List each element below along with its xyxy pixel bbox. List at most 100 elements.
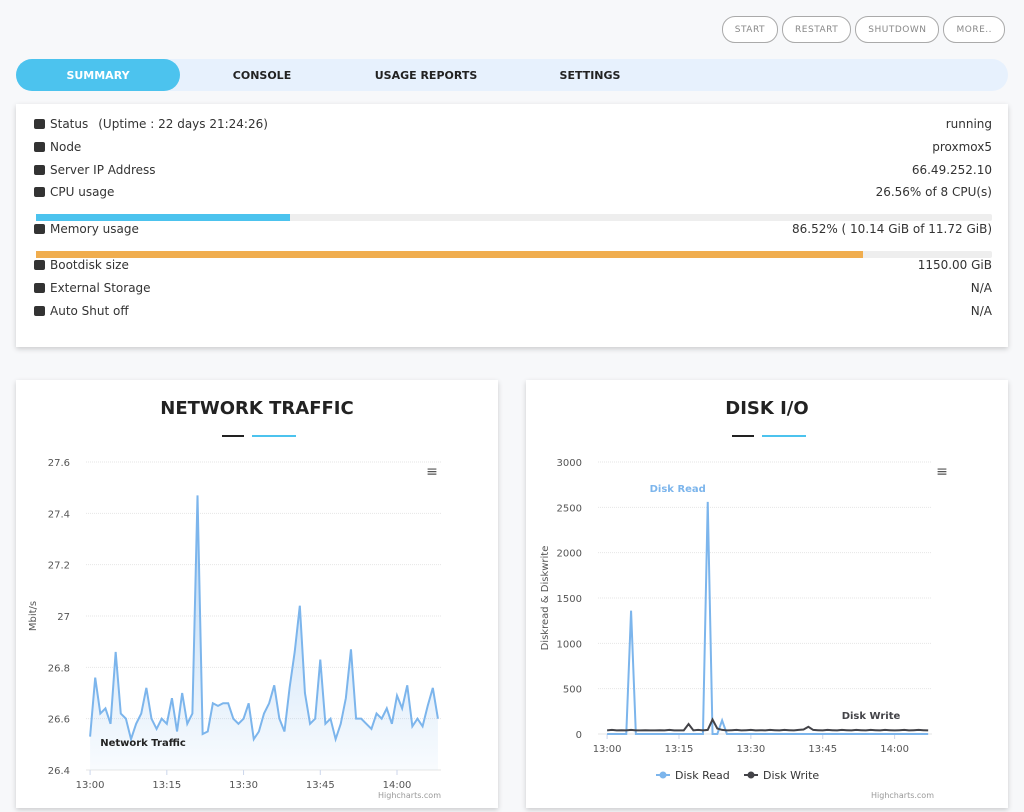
chart: DISK I/O ≡ 0 500 1000 1500 2000 2500 3000 13:00 13…: [540, 398, 948, 800]
info-row: Memory usage 86.52% ( 10.14 GiB of 11.72 …: [34, 222, 992, 236]
x-tick-label: 13:30: [736, 744, 765, 755]
tab[interactable]: SETTINGS: [559, 68, 621, 82]
y-tick-label: 27: [57, 612, 70, 623]
action-button[interactable]: START: [721, 16, 779, 43]
menu-icon: ≡: [426, 464, 438, 480]
y-axis-title: Diskread & Diskwrite: [540, 546, 551, 651]
progress-fill: [36, 251, 864, 258]
x-tick-label: 13:45: [306, 780, 335, 791]
info-row: Server IP Address 66.49.252.10: [34, 163, 992, 177]
info-label-group: Bootdisk size: [34, 258, 129, 272]
menu-icon: ≡: [936, 464, 948, 480]
info-label: Auto Shut off: [50, 304, 129, 318]
legend-symbol: [747, 771, 755, 779]
y-tick-label: 500: [563, 685, 582, 696]
y-tick-label: 3000: [557, 458, 582, 469]
info-label-group: Server IP Address: [34, 163, 156, 177]
y-axis-title: Mbit/s: [28, 601, 39, 631]
progress-fill: [36, 214, 290, 221]
legend-symbol: [659, 771, 667, 779]
progress-bar: [36, 251, 992, 258]
x-tick-label: 14:00: [880, 744, 909, 755]
legend-label[interactable]: Disk Read: [675, 769, 730, 782]
info-row: CPU usage 26.56% of 8 CPU(s): [34, 185, 992, 199]
series-line: [607, 717, 929, 732]
y-tick-label: 26.8: [48, 663, 70, 674]
chart-panel: NETWORK TRAFFIC ≡ 26.4 26.6 26.8 27 27.2 27.4 27…: [16, 380, 498, 808]
info-row: Bootdisk size 1150.00 GiB: [34, 258, 992, 272]
info-value: 66.49.252.10: [911, 163, 992, 177]
chart: NETWORK TRAFFIC ≡ 26.4 26.6 26.8 27 27.2 27.4 27…: [28, 398, 441, 800]
info-label-group: External Storage: [34, 281, 151, 295]
y-tick-label: 27.4: [48, 509, 70, 520]
x-tick-label: 13:15: [152, 780, 181, 791]
y-tick-label: 26.4: [48, 766, 70, 777]
info-value: N/A: [970, 304, 992, 318]
y-tick-label: 27.2: [48, 561, 70, 572]
y-tick-label: 1000: [557, 639, 582, 650]
y-tick-label: 2000: [557, 549, 582, 560]
info-label: Server IP Address: [50, 163, 156, 177]
y-tick-label: 2500: [557, 503, 582, 514]
info-label: Node: [50, 140, 82, 154]
y-tick-label: 1500: [557, 594, 582, 605]
x-tick-label: 13:00: [76, 780, 105, 791]
progress-bar: [36, 214, 992, 221]
x-tick-label: 13:30: [229, 780, 258, 791]
action-button[interactable]: SHUTDOWN: [855, 16, 940, 43]
chart-panel: DISK I/O ≡ 0 500 1000 1500 2000 2500 3000 13:00 13…: [526, 380, 1008, 808]
tab[interactable]: SUMMARY: [16, 59, 180, 91]
y-tick-label: 0: [576, 730, 582, 741]
info-label-group: Status (Uptime : 22 days 21:24:26): [34, 117, 268, 131]
series-line: [89, 495, 439, 743]
chart-title: DISK I/O: [725, 398, 808, 419]
icon: [34, 187, 45, 197]
x-tick-label: 13:15: [665, 744, 694, 755]
info-label-group: CPU usage: [34, 185, 114, 199]
tab-bar: SUMMARY CONSOLE USAGE REPORTS SETTINGS: [16, 59, 1008, 91]
y-tick-label: 26.6: [48, 715, 70, 726]
info-value: 26.56% of 8 CPU(s): [875, 185, 992, 199]
tab[interactable]: CONSOLE: [232, 68, 292, 82]
area-fill: [90, 495, 438, 770]
summary-panel: Status (Uptime : 22 days 21:24:26) running…: [16, 104, 1008, 347]
action-button[interactable]: MORE..: [943, 16, 1005, 43]
series-line: [607, 501, 929, 735]
y-tick-label: 27.6: [48, 458, 70, 469]
icon: [34, 224, 45, 234]
info-value: 86.52% ( 10.14 GiB of 11.72 GiB): [791, 222, 992, 236]
action-button[interactable]: RESTART: [782, 16, 852, 43]
info-label: CPU usage: [50, 185, 115, 199]
tab[interactable]: USAGE REPORTS: [374, 68, 478, 82]
credits: Highcharts.com: [378, 791, 441, 800]
legend-label[interactable]: Disk Write: [763, 769, 819, 782]
info-value: proxmox5: [932, 140, 992, 154]
info-note: (Uptime : 22 days 21:24:26): [98, 117, 268, 131]
x-tick-label: 14:00: [383, 780, 412, 791]
icon: [34, 260, 45, 270]
info-value: running: [945, 117, 992, 131]
series-label: Network Traffic: [100, 738, 186, 749]
info-label: Bootdisk size: [50, 258, 129, 272]
info-label: External Storage: [50, 281, 151, 295]
series-label: Disk Write: [842, 711, 901, 722]
x-tick-label: 13:00: [593, 744, 622, 755]
icon: [34, 142, 45, 152]
info-label-group: Node: [34, 140, 81, 154]
action-bar: START RESTART SHUTDOWN MORE..: [721, 16, 1005, 43]
info-row: External Storage N/A: [34, 281, 992, 295]
info-row: Status (Uptime : 22 days 21:24:26) running: [34, 117, 992, 131]
icon: [34, 283, 45, 293]
info-value: N/A: [970, 281, 992, 295]
info-value: 1150.00 GiB: [917, 258, 992, 272]
series-label: Disk Read: [650, 484, 706, 495]
info-row: Auto Shut off N/A: [34, 304, 992, 318]
icon: [34, 306, 45, 316]
icon: [34, 165, 45, 175]
info-label-group: Auto Shut off: [34, 304, 129, 318]
info-label: Status: [50, 117, 89, 131]
chart-title: NETWORK TRAFFIC: [160, 398, 353, 419]
x-tick-label: 13:45: [808, 744, 837, 755]
info-row: Node proxmox5: [34, 140, 992, 154]
